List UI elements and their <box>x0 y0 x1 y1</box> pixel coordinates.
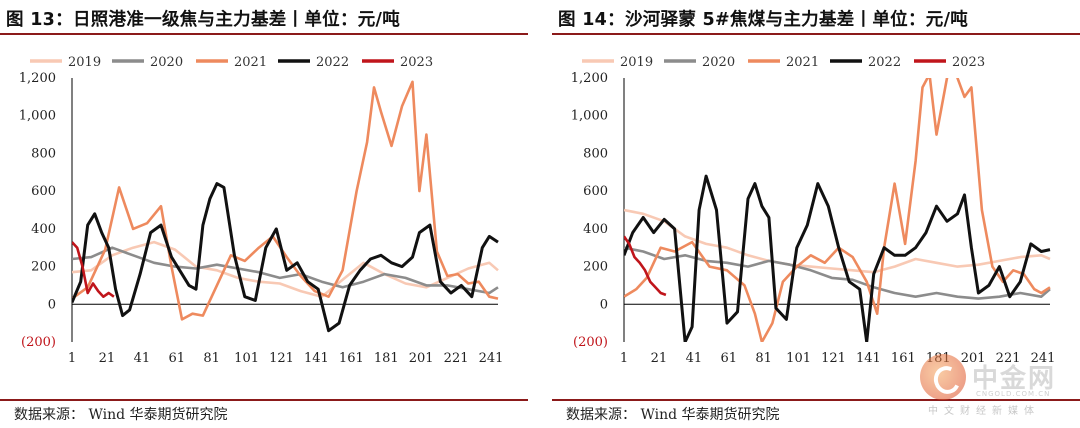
chart-panel-14: 图 14：沙河驿蒙 5#焦煤与主力基差丨单位：元/吨 2019 2020 2021 2… <box>552 0 1080 428</box>
x-tick-label: 181 <box>374 351 399 366</box>
source-rule <box>552 399 1080 401</box>
y-tick-label: 800 <box>31 146 56 161</box>
x-tick-label: 61 <box>168 351 185 366</box>
y-tick-label: 400 <box>583 222 608 237</box>
legend-label: 2019 <box>620 55 653 70</box>
x-tick-label: 201 <box>961 351 986 366</box>
legend: 2019 2020 2021 2022 2023 <box>582 55 985 70</box>
y-tick-label: 1,000 <box>571 109 608 124</box>
y-tick-label: 1,200 <box>571 71 608 86</box>
watermark-name: 中金网 <box>972 364 1057 394</box>
x-tick-label: 221 <box>444 351 469 366</box>
x-tick-label: 121 <box>269 351 294 366</box>
series-line-2023 <box>624 235 667 297</box>
legend-item-2023: 2023 <box>914 55 985 70</box>
chart-source: 数据来源： Wind 华泰期货研究院 <box>566 407 780 423</box>
legend-label: 2021 <box>786 55 819 70</box>
legend-label: 2020 <box>702 55 735 70</box>
legend-label: 2022 <box>868 55 901 70</box>
x-tick-label: 241 <box>1031 351 1056 366</box>
series-line-2019 <box>624 208 1051 274</box>
legend-item-2022: 2022 <box>830 55 901 70</box>
x-tick-label: 201 <box>409 351 434 366</box>
y-tick-label: 400 <box>31 222 56 237</box>
source-rule <box>0 399 528 401</box>
series-line-2019 <box>72 240 499 299</box>
legend-label: 2019 <box>68 55 101 70</box>
legend: 2019 2020 2021 2022 2023 <box>30 55 433 70</box>
x-tick-label: 41 <box>134 351 151 366</box>
legend-label: 2020 <box>150 55 183 70</box>
series-group <box>624 78 1051 342</box>
y-tick-label: (200) <box>21 335 56 350</box>
x-tick-label: 241 <box>479 351 504 366</box>
title-rule <box>0 33 528 35</box>
chart-title: 图 14：沙河驿蒙 5#焦煤与主力基差丨单位：元/吨 <box>558 10 969 30</box>
legend-item-2021: 2021 <box>748 55 819 70</box>
series-line-2021 <box>72 80 499 321</box>
x-tick-label: 81 <box>755 351 772 366</box>
legend-label: 2021 <box>234 55 267 70</box>
chart-title: 图 13：日照港准一级焦与主力基差丨单位：元/吨 <box>6 10 401 30</box>
chart-13-plot: 2019 2020 2021 2022 2023 1,200 1,000 800 600 400 2… <box>19 55 504 366</box>
chart-14-plot: 2019 2020 2021 2022 2023 1,200 1,000 800 600 400 2… <box>571 55 1056 366</box>
y-tick-label: 600 <box>31 184 56 199</box>
y-tick-label: 0 <box>600 297 608 312</box>
y-tick-label: 1,200 <box>19 71 56 86</box>
y-tick-label: 200 <box>583 260 608 275</box>
x-tick-label: 221 <box>996 351 1021 366</box>
logo-icon <box>920 354 966 400</box>
title-rule <box>552 33 1080 35</box>
x-tick-label: 101 <box>786 351 811 366</box>
legend-item-2020: 2020 <box>112 55 183 70</box>
series-line-2023 <box>72 241 115 299</box>
x-tick-label: 141 <box>304 351 329 366</box>
y-tick-label: (200) <box>573 335 608 350</box>
y-tick-label: 200 <box>31 260 56 275</box>
y-tick-label: 600 <box>583 184 608 199</box>
series-line-2020 <box>624 246 1051 300</box>
legend-item-2020: 2020 <box>664 55 735 70</box>
legend-item-2022: 2022 <box>278 55 349 70</box>
x-tick-label: 161 <box>891 351 916 366</box>
chart-source: 数据来源： Wind 华泰期货研究院 <box>14 407 228 423</box>
y-tick-label: 0 <box>48 297 56 312</box>
x-tick-label: 161 <box>339 351 364 366</box>
series-group <box>72 80 499 333</box>
x-tick-label: 61 <box>720 351 737 366</box>
y-tick-label: 1,000 <box>19 109 56 124</box>
x-tick-label: 141 <box>856 351 881 366</box>
x-tick-label: 21 <box>651 351 668 366</box>
y-tick-label: 800 <box>583 146 608 161</box>
series-line-2022 <box>72 182 499 333</box>
watermark-tagline: 中文财经新媒体 <box>928 406 1040 417</box>
chart-panel-13: 图 13：日照港准一级焦与主力基差丨单位：元/吨 2019 2020 2021 202… <box>0 0 528 428</box>
watermark-logo: 中金网 CNGOLD.COM.CN 中文财经新媒体 <box>920 352 1078 417</box>
legend-label: 2023 <box>952 55 985 70</box>
x-tick-label: 1 <box>620 351 628 366</box>
x-tick-label: 41 <box>686 351 703 366</box>
x-tick-label: 21 <box>99 351 116 366</box>
legend-label: 2022 <box>316 55 349 70</box>
legend-item-2019: 2019 <box>30 55 101 70</box>
x-tick-label: 1 <box>68 351 76 366</box>
x-tick-label: 101 <box>234 351 259 366</box>
series-line-2022 <box>624 174 1051 342</box>
watermark-url: CNGOLD.COM.CN <box>976 390 1051 398</box>
legend-item-2021: 2021 <box>196 55 267 70</box>
legend-item-2019: 2019 <box>582 55 653 70</box>
legend-label: 2023 <box>400 55 433 70</box>
legend-item-2023: 2023 <box>362 55 433 70</box>
x-tick-label: 81 <box>203 351 220 366</box>
x-tick-label: 121 <box>821 351 846 366</box>
series-line-2021 <box>624 78 1051 342</box>
